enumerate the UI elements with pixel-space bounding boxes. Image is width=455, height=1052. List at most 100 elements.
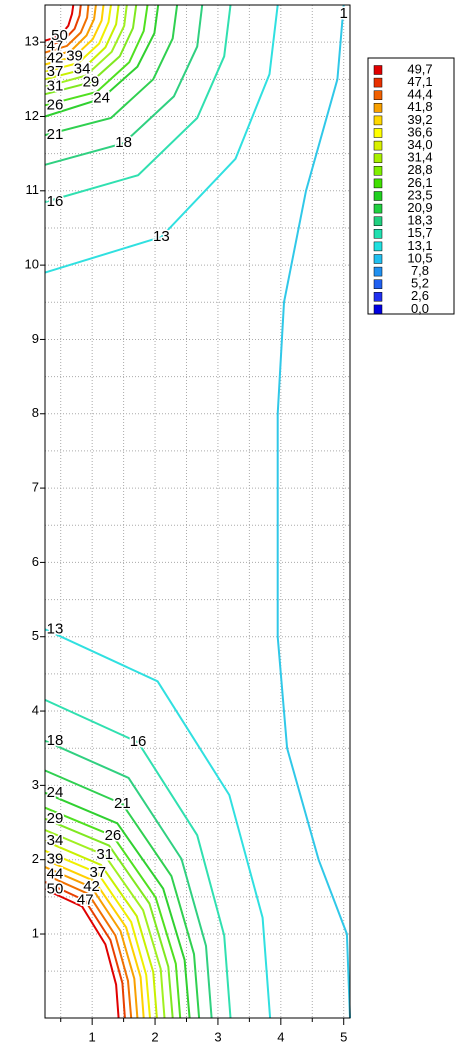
contour-line bbox=[44, 4, 138, 96]
contour-line bbox=[44, 866, 139, 1019]
legend-label: 2,6 bbox=[411, 288, 429, 303]
x-tick-label: 1 bbox=[89, 1029, 96, 1044]
x-tick-label: 5 bbox=[340, 1029, 347, 1044]
contour-label: 42 bbox=[47, 49, 64, 66]
contour-label: 37 bbox=[89, 864, 106, 881]
contour-label: 37 bbox=[47, 63, 64, 80]
contour-line bbox=[44, 4, 90, 54]
legend-swatch bbox=[373, 178, 383, 189]
legend-swatch bbox=[373, 241, 383, 252]
legend-label: 44,4 bbox=[407, 87, 432, 102]
x-tick-label: 2 bbox=[151, 1029, 158, 1044]
contour-line bbox=[44, 4, 204, 166]
legend-swatch bbox=[373, 115, 383, 126]
legend-label: 39,2 bbox=[407, 112, 432, 127]
legend-swatch bbox=[373, 191, 383, 201]
contour-line bbox=[44, 4, 105, 66]
contour-line bbox=[44, 791, 191, 1019]
legend-swatch bbox=[373, 266, 383, 277]
legend-label: 13,1 bbox=[407, 238, 432, 253]
contour-label: 47 bbox=[47, 38, 64, 55]
y-tick-label: 13 bbox=[25, 34, 39, 49]
contour-line bbox=[44, 840, 158, 1019]
legend-swatch bbox=[373, 103, 383, 113]
y-tick-label: 6 bbox=[32, 554, 39, 569]
contour-label: 13 bbox=[47, 620, 64, 637]
legend-label: 41,8 bbox=[407, 99, 432, 114]
legend-label: 10,5 bbox=[407, 250, 432, 265]
contour-label: 21 bbox=[114, 795, 131, 812]
y-tick-label: 2 bbox=[32, 851, 39, 866]
contour-line bbox=[44, 806, 182, 1019]
y-tick-label: 12 bbox=[25, 108, 39, 123]
contour-label: 29 bbox=[83, 73, 100, 90]
legend-label: 26,1 bbox=[407, 175, 432, 190]
legend-box bbox=[367, 57, 455, 315]
contour-line bbox=[44, 4, 112, 73]
x-tick-label: 4 bbox=[277, 1029, 284, 1044]
contour-line bbox=[44, 4, 97, 60]
legend-swatch bbox=[373, 304, 383, 315]
contour-line bbox=[44, 873, 133, 1019]
contour-label: 31 bbox=[96, 846, 113, 863]
contour-label: 50 bbox=[51, 27, 68, 44]
contour-label: 1 bbox=[340, 5, 348, 22]
contour-label: 21 bbox=[47, 126, 64, 143]
legend-label: 31,4 bbox=[407, 150, 432, 165]
legend-swatch bbox=[373, 153, 383, 163]
y-tick-label: 8 bbox=[32, 405, 39, 420]
legend-label: 5,2 bbox=[411, 276, 429, 291]
legend-label: 15,7 bbox=[407, 225, 432, 240]
contour-line bbox=[44, 4, 279, 274]
contour-line bbox=[44, 881, 126, 1019]
plot-frame bbox=[44, 4, 351, 1019]
contour-line bbox=[44, 4, 160, 118]
contour-label: 16 bbox=[130, 733, 147, 750]
contour-line bbox=[44, 829, 166, 1019]
legend-label: 0,0 bbox=[411, 301, 429, 316]
contour-line bbox=[44, 698, 232, 1019]
y-tick-label: 11 bbox=[26, 182, 40, 197]
y-tick-label: 9 bbox=[32, 331, 39, 346]
contour-line bbox=[44, 4, 149, 107]
contour-label: 39 bbox=[66, 47, 83, 64]
contour-label: 47 bbox=[77, 892, 94, 909]
grid bbox=[45, 4, 350, 1018]
contour-line bbox=[44, 888, 120, 1019]
legend-label: 28,8 bbox=[407, 162, 432, 177]
contour-labels: 1316182124262931343739424447501316182124… bbox=[45, 3, 349, 910]
legend-swatch bbox=[373, 203, 383, 214]
contour-label: 18 bbox=[115, 134, 132, 151]
contour-label: 29 bbox=[47, 810, 64, 827]
legend-swatch bbox=[373, 229, 383, 239]
contour-label: 24 bbox=[93, 90, 110, 107]
legend-label: 7,8 bbox=[411, 263, 429, 278]
contour-label: 18 bbox=[47, 732, 64, 749]
contour-line bbox=[44, 4, 179, 137]
contour-line bbox=[44, 4, 232, 203]
contour-label: 34 bbox=[47, 832, 64, 849]
contour-label: 26 bbox=[105, 827, 122, 844]
contour-line bbox=[44, 4, 82, 48]
y-tick-label: 3 bbox=[32, 777, 39, 792]
contour-line bbox=[44, 4, 75, 42]
legend-swatch bbox=[373, 128, 383, 138]
contour-label: 16 bbox=[47, 193, 64, 210]
contour-line bbox=[44, 769, 201, 1019]
legend-label: 49,7 bbox=[407, 61, 432, 76]
y-tick-label: 1 bbox=[32, 925, 39, 940]
legend-swatch bbox=[373, 254, 383, 264]
x-tick-label: 3 bbox=[214, 1029, 221, 1044]
legend-label: 18,3 bbox=[407, 213, 432, 228]
legend-label: 36,6 bbox=[407, 124, 432, 139]
contour-line bbox=[44, 628, 272, 1019]
legend-swatch bbox=[373, 292, 383, 302]
legend-label: 23,5 bbox=[407, 187, 432, 202]
contour-line bbox=[276, 4, 351, 1019]
contour-label: 26 bbox=[47, 96, 64, 113]
legend-swatch bbox=[373, 77, 383, 88]
contour-label: 34 bbox=[74, 61, 91, 78]
legend-swatch bbox=[373, 140, 383, 151]
